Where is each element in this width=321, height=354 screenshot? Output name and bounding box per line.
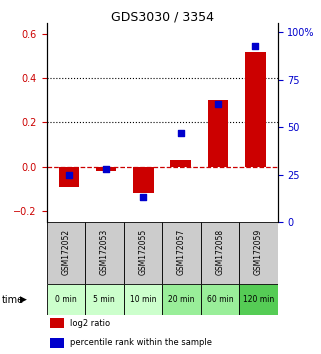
Text: time: time — [2, 295, 24, 305]
Bar — [124, 284, 162, 315]
Title: GDS3030 / 3354: GDS3030 / 3354 — [111, 10, 213, 23]
Bar — [245, 52, 265, 167]
Text: ▶: ▶ — [20, 295, 27, 304]
Bar — [162, 222, 201, 284]
Text: GSM172059: GSM172059 — [254, 229, 263, 275]
Bar — [47, 222, 85, 284]
Point — [141, 194, 146, 200]
Bar — [85, 284, 124, 315]
Bar — [239, 222, 278, 284]
Point — [178, 130, 183, 136]
Bar — [201, 284, 239, 315]
Point — [253, 43, 258, 48]
Bar — [208, 101, 228, 167]
Text: 10 min: 10 min — [130, 295, 156, 304]
Bar — [124, 222, 162, 284]
Text: 60 min: 60 min — [207, 295, 233, 304]
Text: 5 min: 5 min — [93, 295, 115, 304]
Bar — [162, 284, 201, 315]
Bar — [85, 222, 124, 284]
Text: GSM172057: GSM172057 — [177, 229, 186, 275]
Bar — [170, 160, 191, 167]
Point — [215, 102, 221, 107]
Text: 0 min: 0 min — [55, 295, 77, 304]
Text: log2 ratio: log2 ratio — [70, 319, 110, 328]
Bar — [96, 167, 117, 171]
Bar — [201, 222, 239, 284]
Bar — [133, 167, 154, 193]
Text: 20 min: 20 min — [168, 295, 195, 304]
Bar — [59, 167, 79, 187]
Bar — [239, 284, 278, 315]
Text: GSM172058: GSM172058 — [215, 229, 224, 275]
Bar — [47, 284, 85, 315]
Text: GSM172055: GSM172055 — [138, 229, 147, 275]
Text: GSM172052: GSM172052 — [61, 229, 70, 275]
Point — [104, 166, 109, 172]
Bar — [50, 338, 64, 348]
Text: percentile rank within the sample: percentile rank within the sample — [70, 338, 212, 347]
Text: 120 min: 120 min — [243, 295, 274, 304]
Point — [66, 172, 72, 177]
Text: GSM172053: GSM172053 — [100, 229, 109, 275]
Bar — [50, 318, 64, 328]
